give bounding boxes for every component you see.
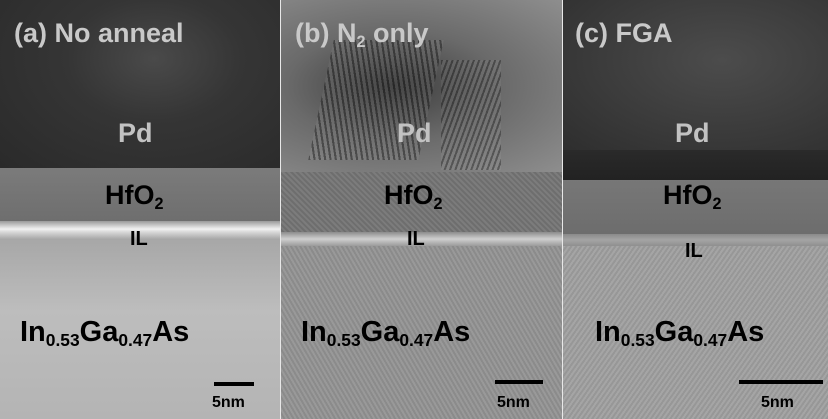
il-layer [281, 232, 562, 246]
metal-label: Pd [397, 118, 432, 148]
oxide-label: HfO2 [663, 180, 722, 213]
pd-layer [563, 0, 828, 150]
panel-title: (c) FGA [575, 18, 673, 48]
scale-bar [739, 380, 823, 384]
substrate-layer [563, 246, 828, 419]
scale-label: 5nm [761, 394, 794, 411]
hfo2-layer [563, 180, 828, 238]
substrate-label: In0.53Ga0.47As [595, 316, 765, 351]
panel-c: (c) FGA Pd HfO2 IL In0.53Ga0.47As 5nm [562, 0, 828, 419]
hfo2-layer [0, 168, 280, 226]
pd-layer [281, 0, 562, 172]
substrate-label: In0.53Ga0.47As [20, 316, 190, 351]
il-layer [0, 221, 280, 239]
scale-label: 5nm [497, 394, 530, 411]
interlayer-label: IL [685, 240, 703, 262]
panel-a: (a) No anneal Pd HfO2 IL In0.53Ga0.47As … [0, 0, 280, 419]
metal-label: Pd [675, 118, 710, 148]
substrate-layer [0, 239, 280, 419]
panel-title: (b) N2 only [295, 18, 429, 51]
pd-interface-band [563, 150, 828, 180]
panel-b: (b) N2 only Pd HfO2 IL In0.53Ga0.47As 5n… [280, 0, 562, 419]
pd-layer [0, 0, 280, 168]
metal-label: Pd [118, 118, 153, 148]
substrate-label: In0.53Ga0.47As [301, 316, 471, 351]
interlayer-label: IL [407, 228, 425, 250]
hfo2-layer [281, 172, 562, 234]
oxide-label: HfO2 [384, 180, 443, 213]
panel-title: (a) No anneal [14, 18, 184, 48]
scale-label: 5nm [212, 394, 245, 411]
scale-bar [214, 382, 254, 386]
interlayer-label: IL [130, 228, 148, 250]
oxide-label: HfO2 [105, 180, 164, 213]
scale-bar [495, 380, 543, 384]
il-layer [563, 234, 828, 246]
substrate-layer [281, 246, 562, 419]
